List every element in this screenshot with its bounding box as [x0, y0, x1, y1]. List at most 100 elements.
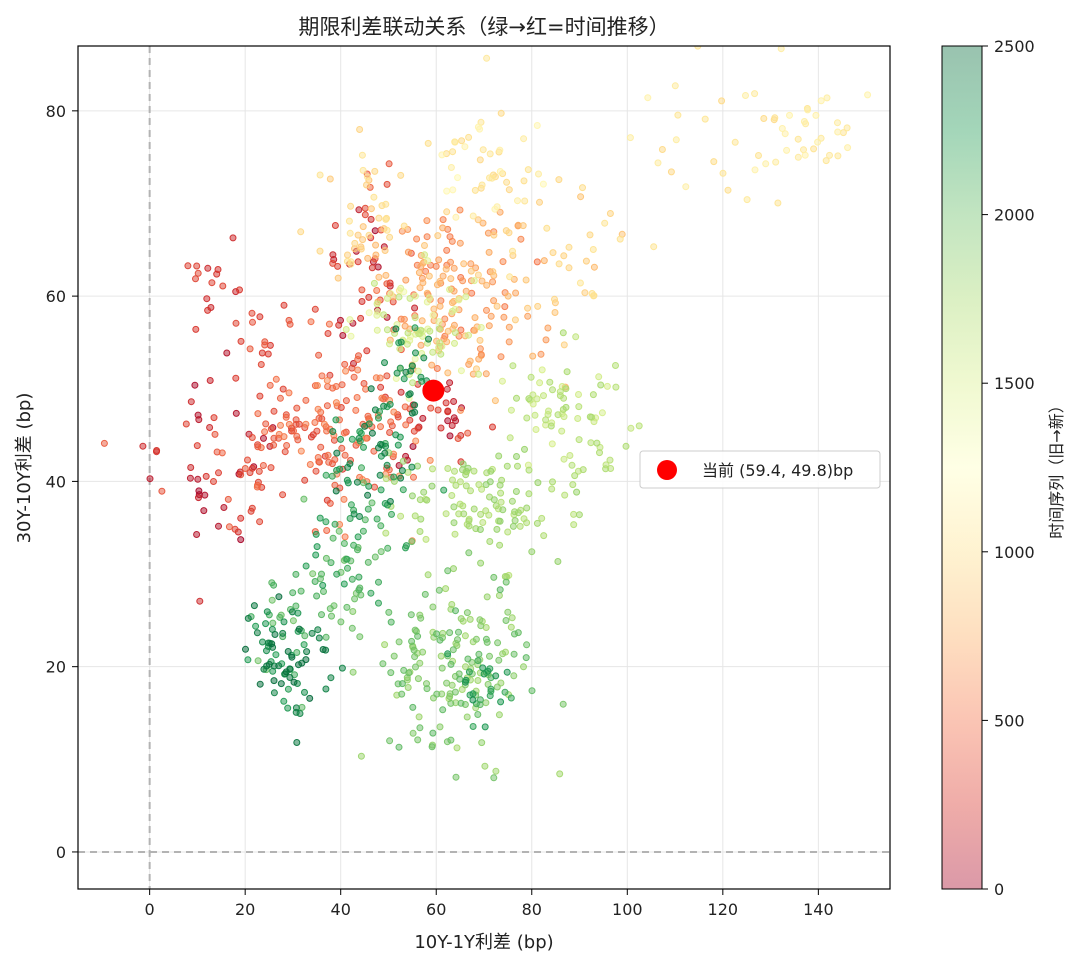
scatter-point: [622, 442, 630, 450]
scatter-point: [635, 422, 643, 430]
scatter-point: [232, 319, 240, 327]
scatter-point: [312, 467, 320, 475]
scatter-point: [289, 617, 297, 625]
scatter-point: [800, 118, 808, 125]
scatter-point: [482, 507, 490, 515]
scatter-point: [452, 213, 460, 221]
scatter-point: [497, 498, 505, 506]
scatter-point: [586, 231, 594, 239]
scatter-point: [495, 452, 503, 460]
scatter-point: [682, 183, 690, 191]
scatter-point: [451, 329, 459, 337]
scatter-point: [370, 279, 378, 287]
scatter-point: [524, 304, 532, 312]
scatter-point: [479, 664, 487, 672]
scatter-point: [195, 416, 203, 424]
scatter-point: [322, 685, 330, 693]
scatter-point: [475, 355, 483, 363]
y-axis: 0 20 40 60 80: [46, 102, 78, 862]
scatter-point: [496, 481, 504, 489]
scatter-point: [411, 626, 419, 634]
scatter-point: [425, 272, 433, 280]
scatter-point: [606, 210, 614, 217]
scatter-point: [340, 580, 348, 588]
scatter-point: [342, 397, 350, 405]
scatter-point: [474, 711, 482, 718]
scatter-point: [400, 375, 408, 383]
scatter-point: [463, 713, 471, 721]
scatter-point: [710, 158, 718, 166]
scatter-point: [215, 522, 222, 530]
scatter-point: [386, 340, 393, 348]
scatter-point: [417, 614, 425, 622]
scatter-point: [543, 224, 551, 232]
scatter-point: [408, 637, 416, 645]
scatter-point: [186, 474, 194, 482]
scatter-point: [342, 326, 350, 333]
scatter-point: [349, 668, 357, 676]
scatter-point: [361, 211, 369, 219]
scatter-point: [355, 573, 363, 581]
scatter-point: [408, 463, 416, 471]
scatter-point: [523, 504, 531, 512]
scatter-point: [501, 573, 509, 580]
scatter-point: [496, 168, 504, 175]
scatter-point: [324, 451, 332, 459]
scatter-point: [364, 254, 372, 262]
scatter-point: [549, 249, 557, 257]
x-tick-label: 20: [235, 900, 255, 919]
scatter-point: [284, 648, 292, 655]
scatter-point: [292, 704, 300, 712]
scatter-point: [381, 641, 389, 649]
scatter-point: [433, 365, 441, 372]
scatter-point: [382, 475, 390, 483]
scatter-point: [411, 512, 419, 520]
scatter-point: [523, 641, 531, 649]
scatter-point: [404, 684, 412, 691]
scatter-point: [488, 174, 496, 182]
scatter-point: [356, 126, 364, 133]
scatter-point: [834, 152, 842, 160]
scatter-point: [390, 408, 398, 416]
scatter-point: [312, 551, 320, 559]
scatter-point: [358, 151, 366, 159]
scatter-point: [823, 94, 831, 102]
scatter-point: [307, 318, 315, 326]
scatter-point: [375, 414, 382, 422]
x-axis: 0 20 40 60 80 100 120 140: [145, 889, 834, 919]
scatter-point: [367, 589, 375, 597]
scatter-point: [345, 217, 353, 225]
scatter-point: [392, 431, 400, 439]
scatter-point: [360, 443, 367, 451]
scatter-point: [354, 231, 362, 239]
scatter-point: [357, 314, 365, 322]
scatter-point: [325, 320, 333, 328]
scatter-point: [218, 449, 226, 457]
scatter-point: [231, 525, 239, 533]
scatter-point: [536, 379, 544, 387]
scatter-point: [525, 490, 533, 498]
scatter-point: [285, 420, 293, 428]
scatter-point: [450, 398, 458, 405]
scatter-point: [512, 488, 520, 495]
scatter-point: [487, 467, 495, 475]
scatter-point: [822, 157, 830, 165]
scatter-point: [315, 414, 323, 422]
scatter-point: [325, 458, 333, 466]
scatter-point: [472, 635, 480, 643]
scatter-point: [371, 227, 379, 235]
scatter-point: [419, 648, 427, 656]
scatter-point: [502, 617, 510, 624]
scatter-point: [373, 311, 381, 319]
scatter-point: [270, 434, 278, 442]
scatter-point: [495, 711, 503, 719]
scatter-point: [481, 762, 489, 770]
scatter-point: [410, 646, 418, 654]
scatter-point: [382, 200, 390, 208]
scatter-point: [505, 323, 513, 331]
scatter-point: [586, 413, 594, 421]
scatter-point: [464, 429, 472, 437]
scatter-point: [719, 169, 727, 177]
colorbar-tick-label: 0: [994, 880, 1004, 899]
scatter-point: [512, 289, 520, 297]
